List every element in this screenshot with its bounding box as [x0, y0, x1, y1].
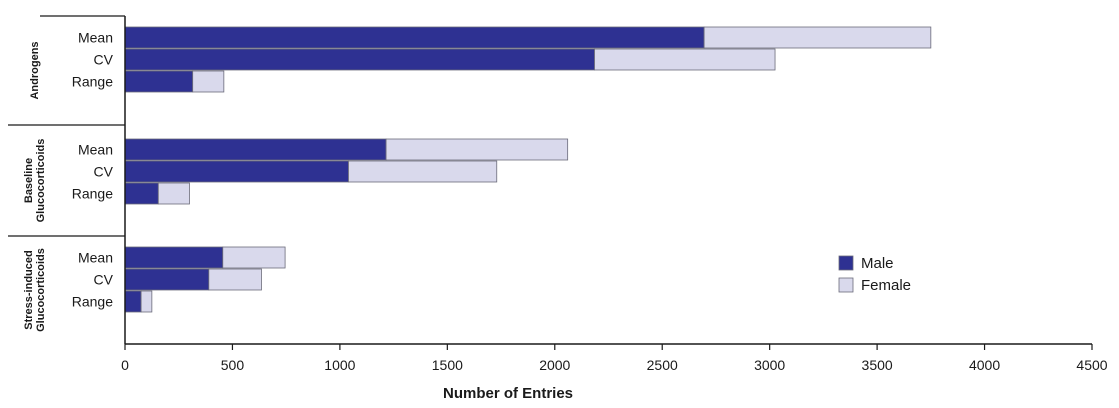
x-tick-label: 2000 [539, 357, 570, 373]
bar-male [124, 268, 210, 291]
bar-male [124, 48, 595, 71]
bar-male [124, 160, 349, 183]
legend-swatch-female [838, 277, 854, 293]
category-label: Range [72, 74, 113, 90]
group-label: Baseline [23, 158, 35, 203]
legend: Male Female [838, 255, 911, 294]
x-axis-title: Number of Entries [443, 385, 573, 402]
x-tick-label: 4000 [969, 357, 1000, 373]
category-label: Mean [78, 250, 113, 266]
group-separators [8, 15, 125, 237]
bar-female [222, 246, 286, 269]
x-tick-label: 3000 [754, 357, 785, 373]
x-ticks: 0 500 1000 1500 2000 2500 3000 3500 4000 4500 [121, 344, 1108, 373]
bar-female [385, 138, 569, 161]
legend-label-female: Female [861, 277, 911, 294]
group-label: Stress-induced [23, 250, 35, 329]
x-tick-label: 2500 [647, 357, 678, 373]
category-label: CV [94, 164, 114, 180]
category-label: CV [94, 52, 114, 68]
category-label: Range [72, 186, 113, 202]
category-label: Range [72, 294, 113, 310]
bar-male [124, 138, 387, 161]
bar-female [348, 160, 498, 183]
x-tick-label: 500 [221, 357, 245, 373]
legend-swatch-male [838, 255, 854, 271]
category-labels: Mean CV Range Mean CV Range Mean CV Range [72, 30, 114, 310]
bar-female [208, 268, 262, 291]
category-label: Mean [78, 30, 113, 46]
category-label: Mean [78, 142, 113, 158]
bar-female [157, 182, 190, 205]
category-label: CV [94, 272, 114, 288]
x-tick-label: 1000 [324, 357, 355, 373]
bar-female [703, 26, 932, 49]
bar-male [124, 246, 224, 269]
legend-label-male: Male [861, 255, 894, 272]
axes [124, 16, 1092, 345]
x-tick-label: 3500 [862, 357, 893, 373]
group-label: Glucocorticoids [35, 248, 47, 332]
bar-male [124, 182, 159, 205]
bars [124, 26, 932, 313]
x-tick-label: 0 [121, 357, 129, 373]
group-label: Androgens [29, 41, 41, 99]
bar-male [124, 70, 194, 93]
bar-female [594, 48, 776, 71]
x-tick-label: 4500 [1076, 357, 1107, 373]
bar-female [140, 290, 153, 313]
bar-male [124, 290, 142, 313]
x-tick-label: 1500 [432, 357, 463, 373]
bar-female [192, 70, 225, 93]
group-label: Glucocorticoids [35, 139, 47, 223]
bar-male [124, 26, 705, 49]
